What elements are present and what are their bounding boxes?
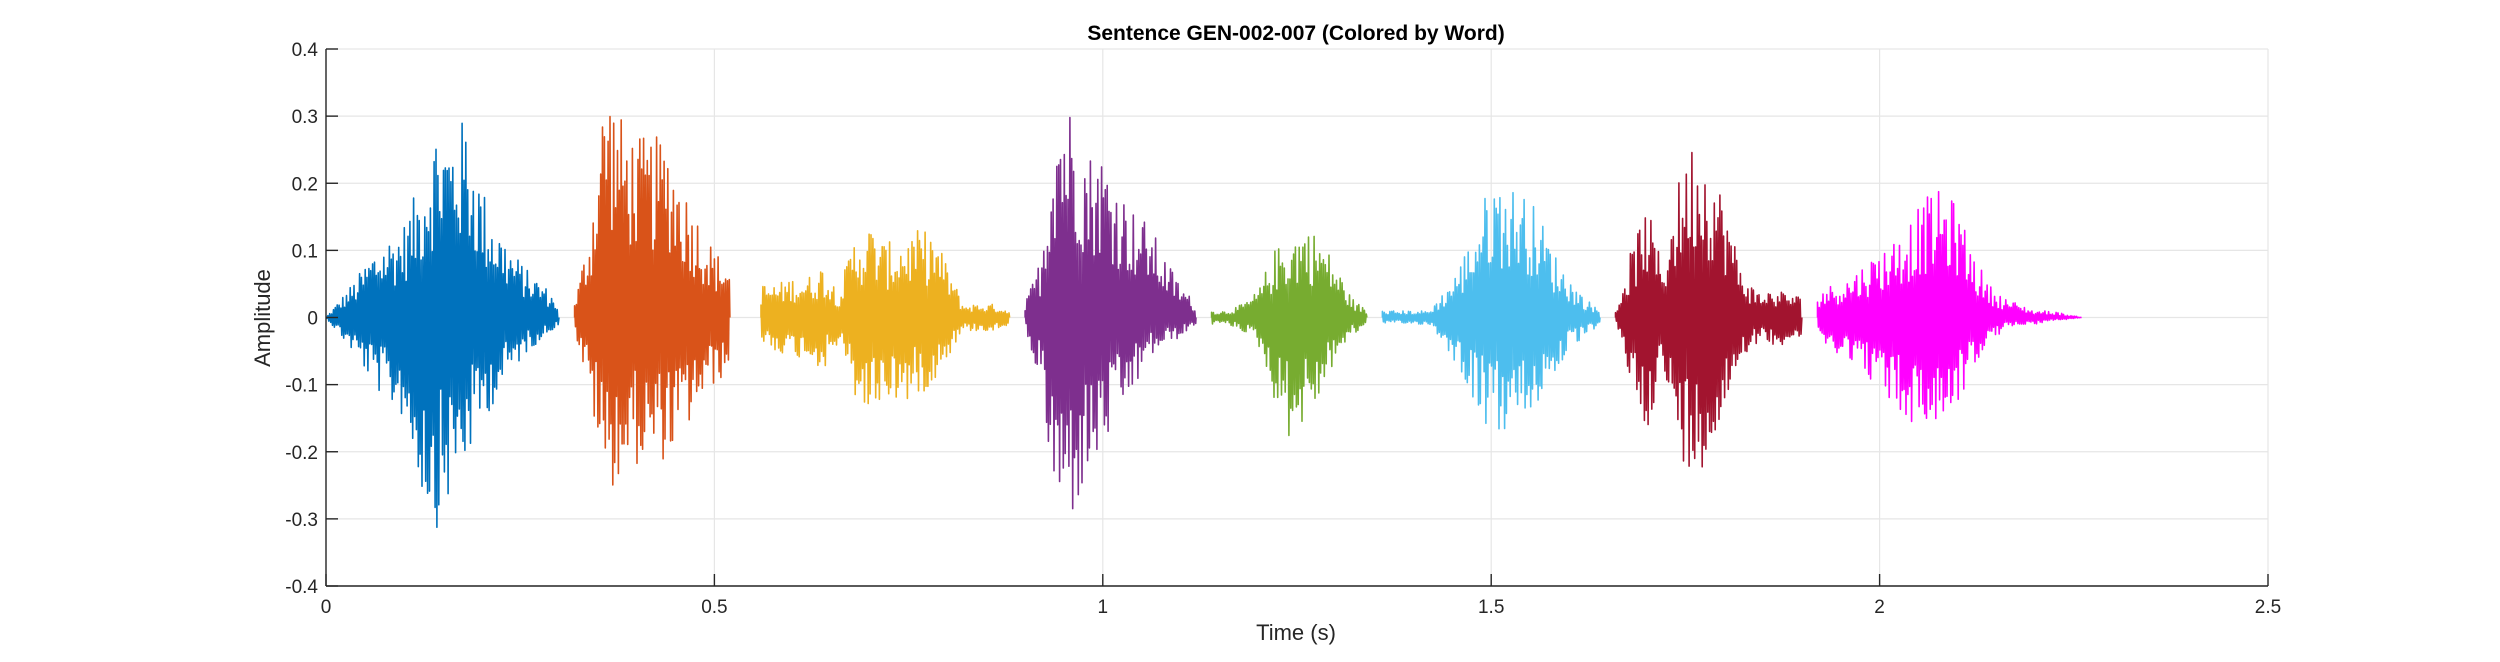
waveform-path-5 [1210, 235, 1368, 437]
y-axis-label: Amplitude [250, 269, 275, 367]
x-tick-label: 2.5 [2255, 597, 2281, 618]
x-tick-label: 0 [321, 597, 332, 618]
axes [325, 48, 2269, 587]
x-tick-label: 1.5 [1478, 597, 1504, 618]
waveform-path-7 [1614, 151, 1803, 468]
x-axis-label: Time (s) [1256, 620, 1336, 645]
chart-title: Sentence GEN-002-007 (Colored by Word) [1087, 22, 1504, 45]
waveform-path-1 [325, 122, 560, 528]
waveform-segment-3 [760, 230, 1011, 405]
waveform-path-4 [1024, 116, 1197, 510]
waveform-path-8 [1816, 190, 2083, 423]
x-tick-label: 1 [1098, 597, 1109, 618]
waveform-segment-2 [573, 115, 731, 486]
waveform-series [325, 115, 2083, 528]
y-tick-label: 0 [307, 309, 318, 330]
y-tick-label: 0.1 [292, 241, 318, 262]
x-tick-label: 0.5 [701, 597, 727, 618]
y-tick-label: -0.3 [285, 510, 318, 531]
y-tick-label: -0.2 [285, 443, 318, 464]
waveform-segment-1 [325, 122, 560, 528]
y-tick-label: 0.3 [292, 107, 318, 128]
tick-labels: 0 0.5 1 1.5 2 2.5 0.4 0.3 0.2 0.1 0 -0.1 -0.2 -0.3 -0.… [285, 40, 2281, 618]
y-tick-label: -0.4 [285, 577, 318, 598]
y-tick-label: 0.2 [292, 174, 318, 195]
waveform-path-6 [1381, 191, 1601, 430]
waveform-segment-8 [1816, 190, 2083, 423]
waveform-segment-4 [1024, 116, 1197, 510]
waveform-segment-7 [1614, 151, 1803, 468]
waveform-path-3 [760, 230, 1011, 405]
waveform-segment-5 [1210, 235, 1368, 437]
x-tick-label: 2 [1874, 597, 1885, 618]
waveform-segment-6 [1381, 191, 1601, 430]
waveform-path-2 [573, 115, 731, 486]
y-tick-label: 0.4 [292, 40, 319, 61]
y-tick-label: -0.1 [285, 376, 318, 397]
